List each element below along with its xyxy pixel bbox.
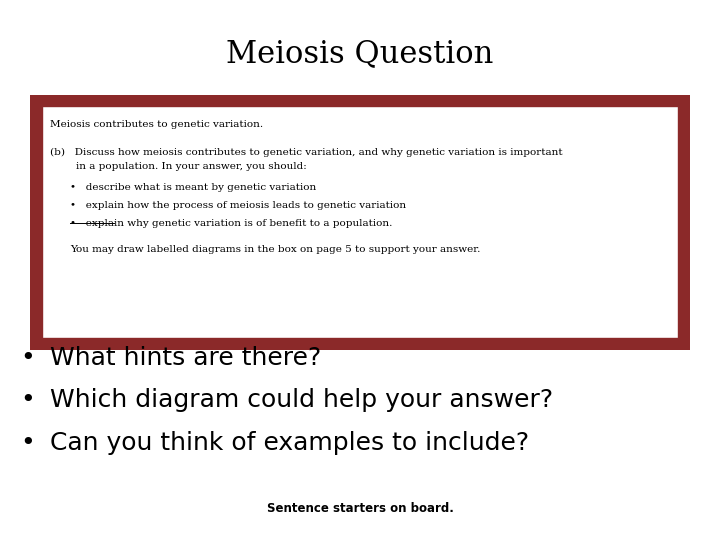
Text: What hints are there?: What hints are there? [50,346,321,370]
Text: •   explain how the process of meiosis leads to genetic variation: • explain how the process of meiosis lea… [70,201,406,210]
Text: (b)   Discuss how meiosis contributes to genetic variation, and why genetic vari: (b) Discuss how meiosis contributes to g… [50,148,562,157]
Text: Meiosis contributes to genetic variation.: Meiosis contributes to genetic variation… [50,120,263,129]
Text: Which diagram could help your answer?: Which diagram could help your answer? [50,388,553,412]
Text: •   describe what is meant by genetic variation: • describe what is meant by genetic vari… [70,183,316,192]
Text: You may draw labelled diagrams in the box on page 5 to support your answer.: You may draw labelled diagrams in the bo… [70,245,480,254]
Bar [42,106,678,338]
Text: Meiosis Question: Meiosis Question [226,38,494,69]
Text: •: • [21,346,35,370]
Text: Sentence starters on board.: Sentence starters on board. [266,502,454,515]
Text: •: • [21,388,35,412]
Text: in a population. In your answer, you should:: in a population. In your answer, you sho… [50,162,307,171]
Text: •: • [21,431,35,455]
Text: •   explain why genetic variation is of benefit to a population.: • explain why genetic variation is of be… [70,219,392,228]
Text: Can you think of examples to include?: Can you think of examples to include? [50,431,529,455]
Bar [30,95,690,350]
